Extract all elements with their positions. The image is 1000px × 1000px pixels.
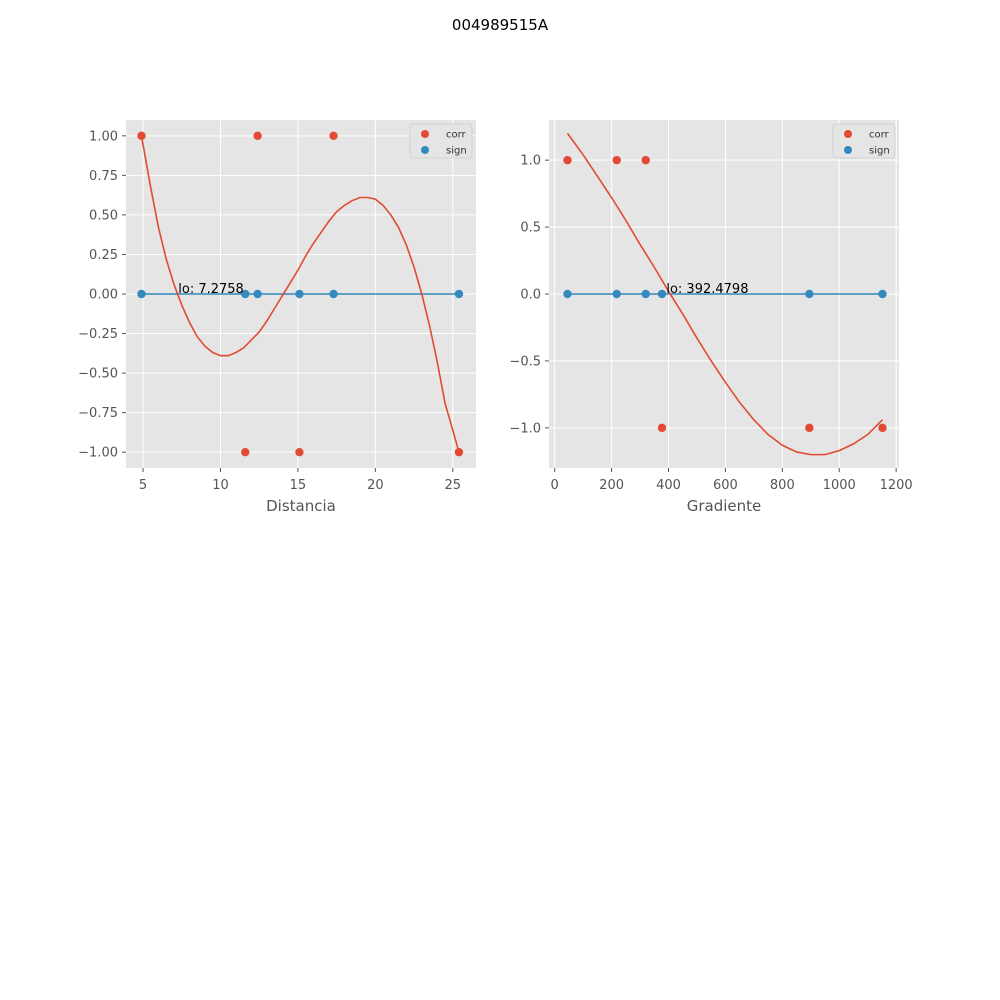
x-tick-label: 0	[551, 478, 559, 493]
sign-point	[295, 289, 304, 299]
x-tick-label: 600	[713, 478, 738, 493]
sign-point	[657, 289, 667, 299]
corr-fit-curve	[566, 132, 884, 456]
y-tick-label: 0.5	[520, 221, 541, 236]
legend-marker-corr	[844, 130, 852, 138]
x-tick-label: 20	[367, 478, 384, 493]
corr-point	[657, 423, 667, 433]
sign-point	[563, 289, 572, 299]
sign-point	[241, 289, 250, 299]
y-tick-label: 0.75	[89, 169, 118, 184]
sign-point	[454, 289, 464, 299]
y-tick-label: 1.0	[520, 154, 541, 169]
figure-title: 004989515A	[451, 16, 549, 34]
legend-label-sign: sign	[446, 146, 467, 157]
legend: corr sign	[832, 123, 896, 159]
sign-point	[641, 289, 650, 299]
legend-marker-sign	[421, 146, 429, 154]
x-tick-label: 10	[212, 478, 229, 493]
corr-point	[295, 447, 304, 457]
corr-fit-curve	[140, 135, 460, 453]
sign-point	[329, 289, 338, 299]
legend-marker-corr	[421, 130, 429, 138]
x-tick-label: 5	[139, 478, 147, 493]
y-tick-label: −0.25	[78, 327, 118, 342]
x-tick-label: 15	[290, 478, 307, 493]
corr-point	[454, 447, 464, 457]
x-tick-label: 25	[444, 478, 461, 493]
corr-point	[329, 131, 338, 141]
y-tick-label: 0.25	[89, 248, 118, 263]
legend: corr sign	[409, 123, 473, 159]
x-tick-label: 200	[599, 478, 624, 493]
legend-label-corr: corr	[446, 130, 467, 141]
sign-point	[137, 289, 146, 299]
y-tick-label: −1.0	[509, 421, 541, 436]
y-tick-label: 0.00	[89, 288, 118, 303]
corr-point	[563, 155, 572, 165]
sign-point	[612, 289, 621, 299]
corr-point	[241, 447, 250, 457]
corr-point	[805, 423, 814, 433]
sign-point	[253, 289, 262, 299]
x-axis-label: Distancia	[266, 497, 336, 515]
corr-point	[612, 155, 621, 165]
sign-point	[878, 289, 887, 299]
lo-annotation: lo: 392.4798	[666, 282, 748, 297]
y-tick-label: −0.75	[78, 406, 118, 421]
y-tick-label: 0.50	[89, 208, 118, 223]
corr-point	[253, 131, 262, 141]
corr-point	[137, 131, 146, 141]
sign-point	[805, 289, 814, 299]
y-tick-label: −0.5	[509, 354, 541, 369]
y-tick-label: 1.00	[89, 129, 118, 144]
lo-annotation: lo: 7.2758	[178, 282, 244, 297]
legend-label-corr: corr	[869, 130, 890, 141]
legend-marker-sign	[844, 146, 852, 154]
x-tick-label: 1000	[823, 478, 856, 493]
y-tick-label: 0.0	[520, 288, 541, 303]
x-tick-label: 1200	[880, 478, 913, 493]
corr-point	[878, 423, 887, 433]
y-tick-label: −0.50	[78, 367, 118, 382]
y-tick-label: −1.00	[78, 446, 118, 461]
legend-label-sign: sign	[869, 146, 890, 157]
x-tick-label: 800	[770, 478, 795, 493]
chart-panel-1: 5 10 15 20 25 1.00 0.75 0.50 0.25 0.00 −0.25 −0.50 −…	[78, 120, 476, 515]
x-axis-label: Gradiente	[687, 497, 762, 515]
x-tick-label: 400	[656, 478, 681, 493]
chart-panel-2: 0 200 400 600 800 1000 1200 1.0 0.5 0.0 −0.5 −1.0 Gr…	[509, 120, 913, 515]
corr-point	[641, 155, 650, 165]
